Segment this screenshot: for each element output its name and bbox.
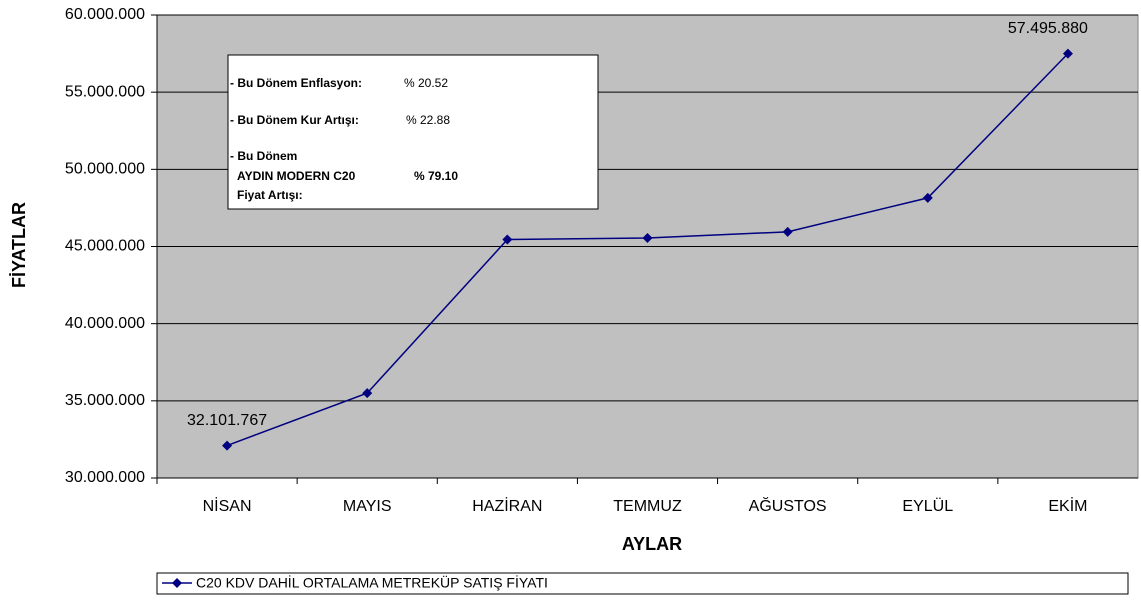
legend-label: C20 KDV DAHİL ORTALAMA METREKÜP SATIŞ Fİ… — [196, 574, 548, 591]
point-marker — [922, 192, 933, 203]
y-tick-label: 60.000.000 — [65, 6, 145, 23]
annotation-text: % 20.52 — [404, 76, 448, 90]
x-tick-label: MAYIS — [343, 498, 392, 515]
point-marker — [1062, 48, 1073, 59]
point-marker — [222, 440, 233, 451]
legend-box — [156, 572, 1129, 595]
annotation-text: - Bu Dönem — [230, 149, 297, 163]
x-tick-label: EYLÜL — [902, 497, 953, 515]
x-tick-label: NİSAN — [203, 496, 252, 515]
annotation-text: Fiyat Artışı: — [237, 188, 303, 202]
y-tick-label: 50.000.000 — [65, 161, 145, 178]
data-label: 57.495.880 — [1008, 20, 1088, 37]
y-tick-label: 35.000.000 — [65, 392, 145, 409]
y-tick-label: 40.000.000 — [65, 315, 145, 332]
x-tick-label: HAZİRAN — [472, 496, 542, 515]
y-tick-label: 55.000.000 — [65, 83, 145, 100]
x-tick-label: TEMMUZ — [613, 498, 682, 515]
y-tick-label: 30.000.000 — [65, 469, 145, 486]
annotation-text: - Bu Dönem Enflasyon: — [230, 76, 362, 90]
x-tick-label: AĞUSTOS — [749, 496, 827, 515]
legend-marker — [172, 578, 182, 588]
data-label: 32.101.767 — [187, 412, 267, 429]
point-marker — [782, 226, 793, 237]
y-axis-title: FİYATLAR — [9, 202, 29, 288]
annotation-text: % 22.88 — [406, 113, 450, 127]
x-tick-label: EKİM — [1048, 496, 1087, 515]
annotation-text: % 79.10 — [414, 169, 458, 183]
x-axis-title: AYLAR — [622, 534, 682, 554]
annotation-text: - Bu Dönem Kur Artışı: — [230, 113, 359, 127]
y-tick-label: 45.000.000 — [65, 238, 145, 255]
point-marker — [362, 388, 373, 399]
annotation-box — [227, 54, 599, 210]
point-marker — [502, 234, 513, 245]
point-marker — [642, 233, 653, 244]
annotation-text: AYDIN MODERN C20 — [237, 169, 356, 183]
